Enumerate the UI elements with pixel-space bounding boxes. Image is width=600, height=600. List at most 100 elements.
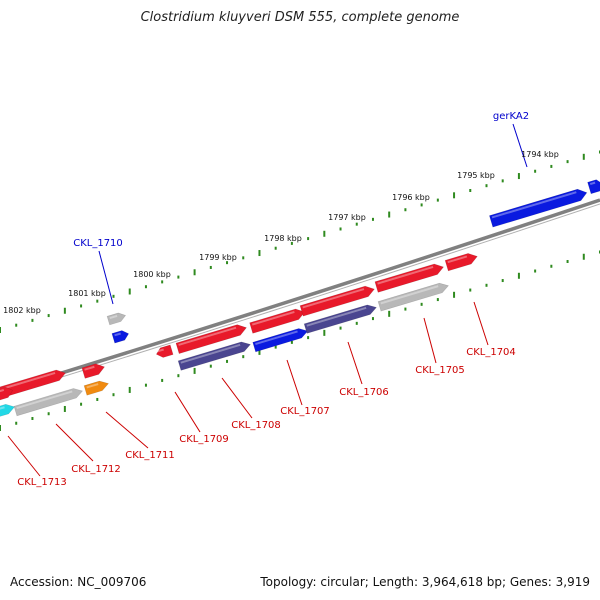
topology-text: Topology: circular; Length: 3,964,618 bp…	[260, 575, 590, 589]
gene-ckl-1707-inner-shine	[255, 330, 298, 346]
gene-cyan-edge-shine	[0, 406, 5, 412]
gene-label: gerKA2	[493, 111, 529, 122]
gene-label: CKL_1710	[73, 238, 123, 249]
scale-label: 1799 kbp	[199, 253, 237, 262]
leader-ckl-1704	[473, 301, 489, 346]
gene-ckl-1713-body	[0, 369, 67, 399]
gene-cyan-edge-body	[0, 403, 16, 419]
gene-gerka2-edge-shine	[589, 181, 596, 186]
gene-ckl-1707-body	[299, 285, 375, 317]
gene-ckl-1710[interactable]	[111, 329, 130, 344]
leader-ckl-1711	[105, 411, 149, 449]
gene-ckl-1705-shine	[377, 265, 434, 285]
gene-ckl-1707-shine	[302, 288, 365, 309]
gene-ckl-1711-body	[155, 344, 174, 358]
gene-ckl-1708-inner[interactable]	[177, 340, 252, 371]
gene-ckl-edge-body	[0, 386, 14, 402]
gene-ckl-1704-shine	[447, 255, 468, 264]
gene-label: CKL_1711	[125, 450, 175, 461]
gene-ckl-1712-inner-shine	[86, 383, 99, 389]
gene-gerka2-edge-body	[587, 179, 600, 195]
gene-ckl-1708-body	[249, 308, 306, 334]
gene-gerka2-shine	[491, 191, 577, 219]
backbone-outer	[0, 198, 600, 394]
gene-ckl-1708-inner-shine	[180, 343, 241, 364]
gene-ckl-1708-inner-body	[177, 341, 251, 371]
scale-label: 1797 kbp	[328, 213, 366, 222]
leader-ckl-1712	[55, 423, 94, 462]
gene-label: CKL_1707	[280, 406, 330, 417]
scale-label: 1795 kbp	[457, 171, 495, 180]
gene-ckl-1713-inner-shine	[16, 390, 73, 410]
gene-ckl-1707-inner[interactable]	[252, 326, 310, 353]
scale-label: 1798 kbp	[264, 234, 302, 243]
gene-label: CKL_1713	[17, 477, 67, 488]
gene-cyan-edge[interactable]	[0, 402, 16, 419]
leader-ckl-1713	[7, 435, 41, 477]
gene-ckl-1705-inner-body	[377, 282, 450, 312]
gene-ckl-1706-inner[interactable]	[303, 303, 378, 334]
gene-ckl-1710-body	[111, 330, 130, 344]
leader-ckl-1706	[347, 341, 363, 385]
gene-ckl-1709-body	[175, 324, 247, 354]
gene-ckl-1712-shine	[84, 365, 95, 371]
gene-ckl-1712-body	[81, 363, 106, 379]
gene-ckl-1706-inner-shine	[306, 306, 367, 327]
leader-ckl-1708	[221, 377, 253, 419]
gene-ckl-1705-inner-shine	[380, 285, 439, 305]
gene-ckl-1709-shine	[178, 326, 237, 346]
leader-ckl-1705	[423, 317, 437, 364]
gene-ckl-1710-shine	[114, 332, 121, 337]
label-leaders	[7, 123, 528, 477]
map-title: Clostridium kluyveri DSM 555, complete g…	[140, 10, 460, 25]
labels: 1794 kbp 1795 kbp 1796 kbp 1797 kbp 1798 kbp…	[3, 111, 559, 488]
gene-gerka2[interactable]	[489, 187, 588, 228]
gene-ckl-1706-inner-body	[303, 304, 377, 334]
gene-ckl-1709[interactable]	[175, 322, 248, 354]
gene-label: CKL_1705	[415, 365, 465, 376]
gene-ckl-edge-shine	[0, 388, 5, 394]
gene-ckl-1705-inner[interactable]	[377, 281, 450, 312]
leader-ckl-1707	[286, 359, 303, 406]
gene-ckl-1707[interactable]	[299, 284, 376, 317]
gene-ckl-1711[interactable]	[155, 344, 174, 359]
gene-ckl-1712-inner-body	[83, 380, 110, 396]
scale-label: 1802 kbp	[3, 306, 41, 315]
leader-ckl-1710	[98, 250, 114, 305]
gene-ckl-1708-shine	[251, 310, 295, 326]
scale-label: 1796 kbp	[392, 193, 430, 202]
gene-label: CKL_1712	[71, 464, 121, 475]
gene-ckl-1710-gray-shine	[109, 314, 118, 320]
gene-label: CKL_1704	[466, 347, 516, 358]
gene-ckl-1710-gray[interactable]	[106, 311, 127, 326]
gene-ckl-1704-body	[444, 253, 478, 272]
gene-ckl-1712[interactable]	[81, 362, 106, 379]
gene-ckl-1713-inner[interactable]	[13, 386, 84, 417]
gene-ckl-edge[interactable]	[0, 385, 14, 402]
gene-label: CKL_1706	[339, 387, 389, 398]
gene-ckl-1707-inner-body	[252, 328, 309, 353]
scale-label: 1801 kbp	[68, 289, 106, 298]
scale-ticks	[0, 150, 600, 431]
gene-ckl-1713-inner-body	[13, 388, 84, 417]
scale-label: 1800 kbp	[133, 270, 171, 279]
scale-label: 1794 kbp	[521, 150, 559, 159]
gene-ckl-1710-gray-body	[106, 312, 127, 326]
gene-features[interactable]	[0, 178, 600, 419]
gene-ckl-1708[interactable]	[249, 307, 307, 334]
gene-gerka2-body	[489, 188, 588, 228]
gene-gerka2-edge[interactable]	[587, 178, 600, 195]
gene-ckl-1705-body	[374, 263, 445, 293]
accession-text: Accession: NC_009706	[10, 575, 147, 589]
gene-label: CKL_1709	[179, 434, 229, 445]
gene-ckl-1713[interactable]	[0, 368, 67, 399]
gene-ckl-1711-shine	[157, 348, 164, 353]
leader-gerka2	[512, 123, 528, 168]
gene-ckl-1713-shine	[0, 371, 56, 391]
leader-ckl-1709	[174, 391, 201, 433]
gene-label: CKL_1708	[231, 420, 281, 431]
gene-ckl-1704[interactable]	[444, 251, 479, 272]
gene-ckl-1712-inner[interactable]	[83, 379, 110, 396]
gene-ckl-1705[interactable]	[374, 262, 445, 293]
